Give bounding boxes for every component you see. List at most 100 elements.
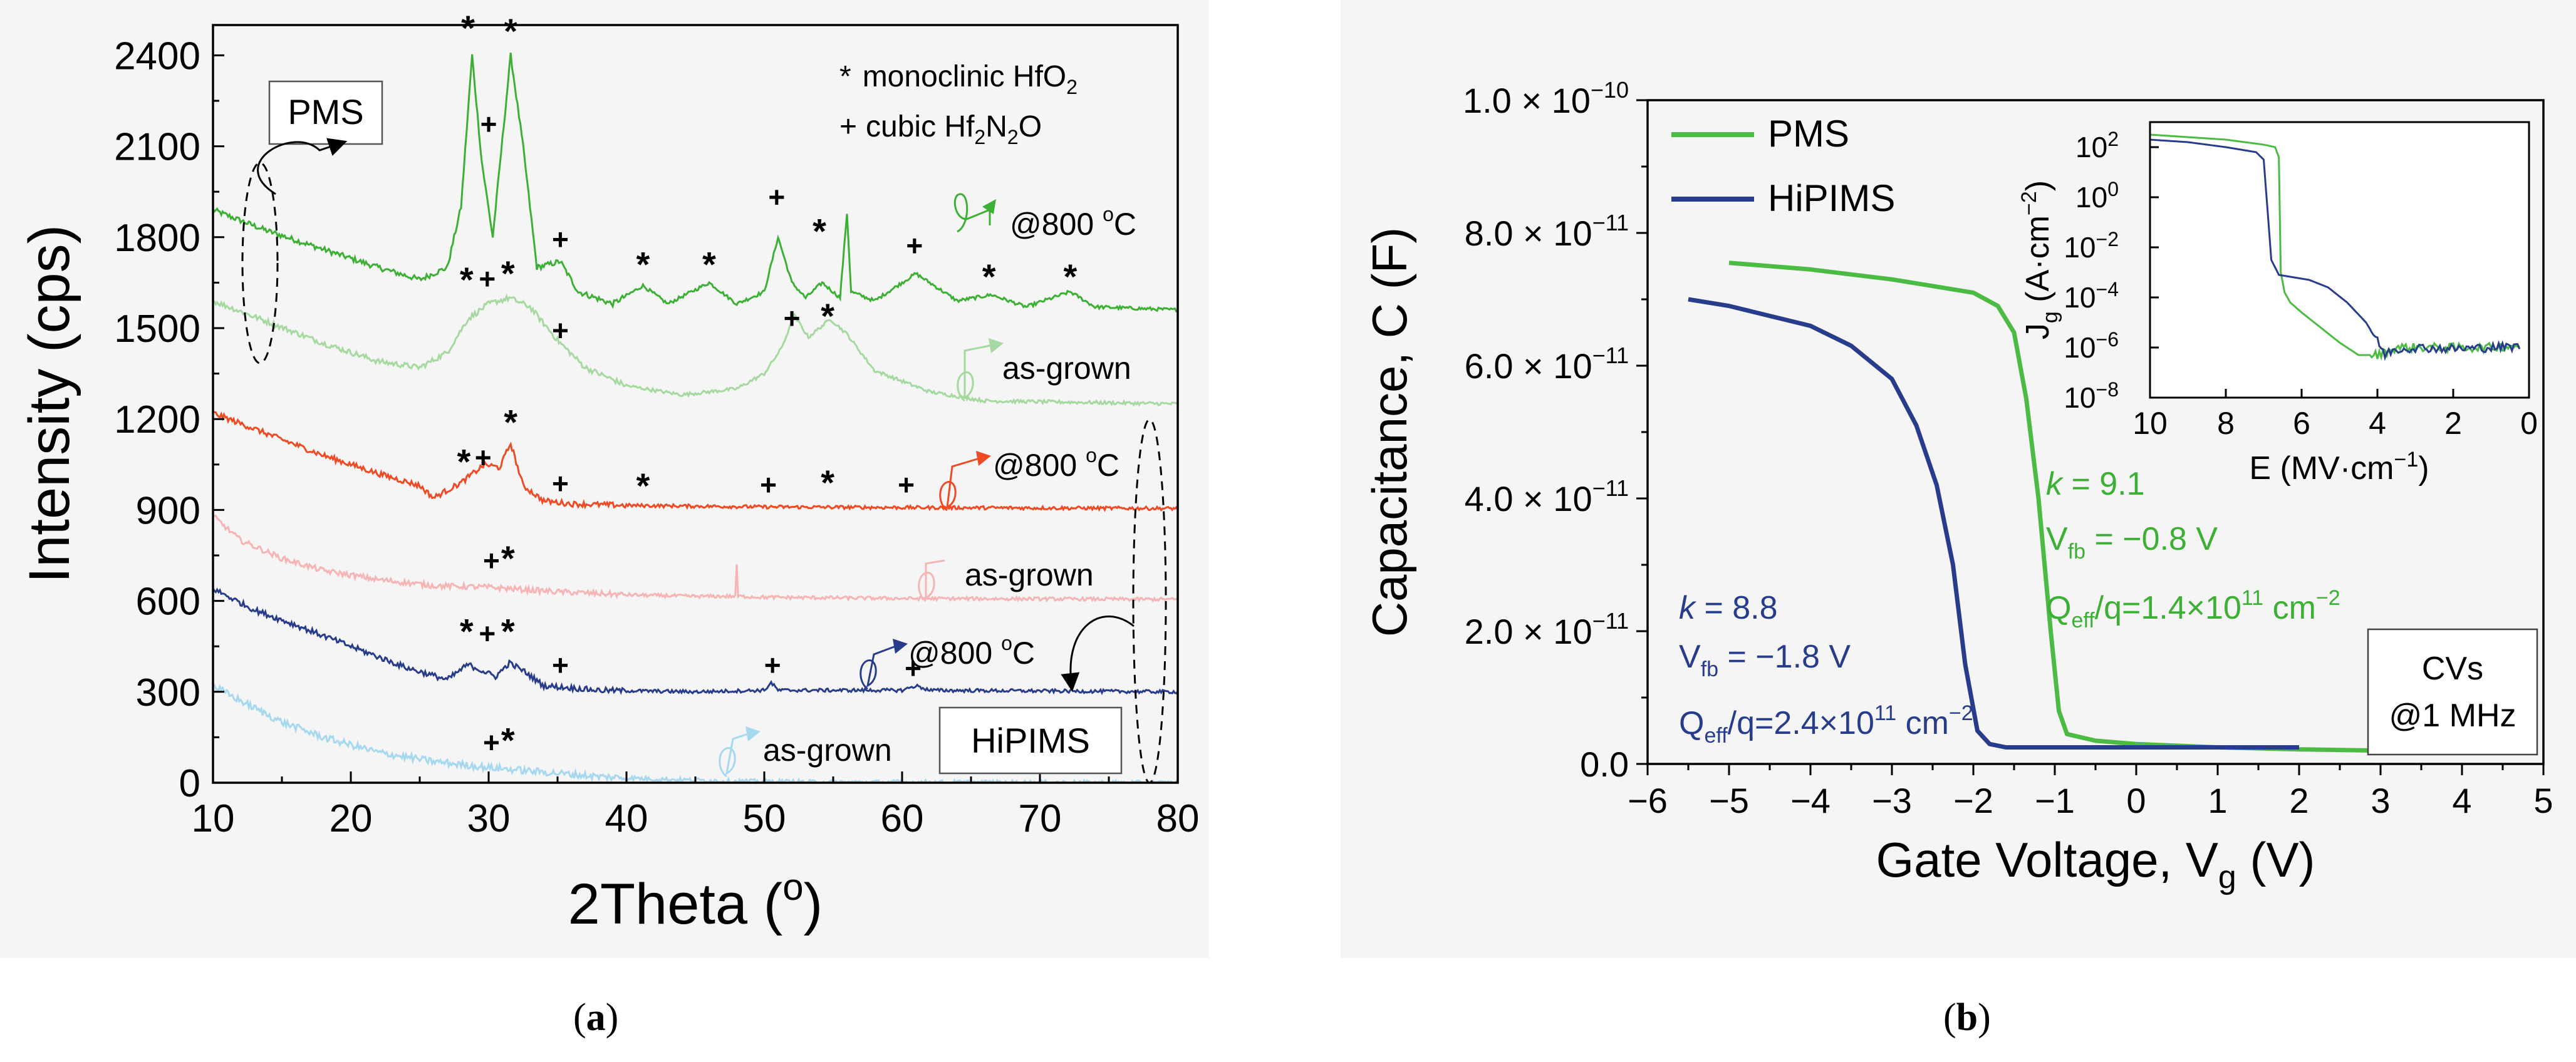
inset-ytick-label-2: 10−2	[2064, 228, 2119, 264]
inset-xtick-label-1: 8	[2217, 406, 2235, 441]
panel-b-y-axis-label: Capacitance, C (F)	[1362, 227, 1417, 637]
peak-mark-26: *	[501, 539, 515, 578]
b-xtick-label-7: 1	[2208, 781, 2227, 820]
panel-a-y-axis-label: Intensity (cps)	[18, 225, 81, 584]
panel-b-legend: PMS HiPIMS	[1671, 113, 1895, 219]
svg-text:k = 9.1: k = 9.1	[2046, 466, 2145, 502]
panel-b-x-axis-label: Gate Voltage, Vg (V)	[1876, 832, 2315, 895]
inset-ytick-label-0: 102	[2075, 128, 2119, 163]
peak-mark-18: +	[475, 441, 492, 474]
b-ytick-label-2: 4.0 × 10−11	[1465, 475, 1629, 518]
peak-mark-3: +	[552, 223, 569, 255]
hipims-dashed-ellipse	[1132, 418, 1167, 784]
b-xtick-label-2: −4	[1790, 781, 1831, 820]
peak-mark-21: *	[636, 466, 650, 505]
panel-b-y-ticks: 0.0 2.0 × 10−11 4.0 × 10−11 6.0 × 10−11 8.0 …	[1463, 77, 1648, 784]
a-ytick-label-1: 300	[136, 671, 200, 714]
peak-mark-9: *	[982, 257, 996, 296]
b-xtick-label-10: 4	[2452, 781, 2471, 820]
label-pms-anneal: @800 oC	[953, 193, 1136, 242]
svg-text:as-grown: as-grown	[965, 557, 1094, 592]
b-xtick-label-11: 5	[2533, 781, 2553, 820]
a-xtick-label-4: 50	[743, 797, 786, 840]
xrd-line-3	[213, 515, 1178, 603]
legend-cubic: + cubic Hf2N2O	[839, 110, 1042, 148]
b-xtick-label-8: 2	[2289, 781, 2309, 820]
a-ytick-label-7: 2100	[114, 126, 200, 169]
peak-mark-33: +	[483, 726, 500, 759]
a-xtick-label-6: 70	[1019, 797, 1062, 840]
panel-a-peak-marks: *+*+* *+* +* ** + *+ + ** +*+ * + * ++ ** + *+ + ++ *	[457, 8, 1078, 760]
a-xtick-label-2: 30	[467, 797, 511, 840]
hipims-group-label: HiPIMS	[971, 721, 1090, 760]
peak-mark-23: *	[821, 463, 834, 502]
inset-x-ticks: 10 8 6 4 2 0	[2132, 389, 2538, 441]
legend-hipims: HiPIMS	[1768, 177, 1895, 219]
inset-ytick-label-4: 10−6	[2064, 328, 2119, 364]
peak-mark-5: *	[702, 245, 716, 284]
svg-text:as-grown: as-grown	[1002, 351, 1131, 386]
hipims-arrow	[1061, 616, 1135, 692]
a-xtick-label-3: 40	[605, 797, 648, 840]
peak-mark-4: *	[636, 245, 650, 284]
panel-a-y-ticks: 0 300 600 900 1200 1500 1800 2100 2400	[114, 34, 224, 805]
b-xtick-label-4: −2	[1953, 781, 1993, 820]
peak-mark-25: +	[483, 544, 500, 577]
xrd-line-2	[212, 410, 1179, 512]
peak-mark-27: *	[460, 611, 474, 651]
inset-line-hipims	[2149, 138, 2521, 361]
peak-mark-10: *	[1064, 257, 1078, 296]
a-ytick-label-4: 1200	[114, 398, 200, 441]
panel-a-background	[0, 0, 1209, 958]
b-ytick-label-1: 2.0 × 10−11	[1465, 608, 1629, 651]
caption-a: (a)	[573, 996, 619, 1039]
pms-arrow	[257, 138, 348, 195]
peak-mark-19: *	[504, 402, 517, 441]
b-ytick-label-5: 1.0 × 10−10	[1463, 77, 1629, 120]
peak-mark-14: +	[552, 314, 569, 346]
a-xtick-label-7: 80	[1156, 797, 1200, 840]
peak-mark-29: *	[501, 611, 515, 651]
pms-group-label: PMS	[288, 92, 363, 131]
svg-text:Qeff/q=1.4×1011 cm−2: Qeff/q=1.4×1011 cm−2	[2046, 586, 2340, 632]
pms-parameters: k = 9.1 Vfb = −0.8 V Qeff/q=1.4×1011 cm−…	[2046, 466, 2340, 632]
xrd-series-0	[212, 53, 1178, 313]
svg-text:@800 oC: @800 oC	[993, 444, 1119, 483]
b-ytick-label-3: 6.0 × 10−11	[1465, 343, 1629, 386]
hipims-parameters: k = 8.8 Vfb = −1.8 V Qeff/q=2.4×1011 cm−…	[1679, 590, 1973, 748]
label-hipims-red: @800 oC	[939, 444, 1119, 512]
panel-a-x-ticks: 10 20 30 40 50 60 70 80	[192, 771, 1200, 840]
peak-mark-17: *	[457, 441, 471, 481]
xrd-series-1	[212, 293, 1179, 407]
b-xtick-label-6: 0	[2126, 781, 2146, 820]
panel-a-x-axis-label: 2Theta (o)	[568, 866, 823, 936]
inset-xtick-label-3: 4	[2369, 406, 2386, 441]
inset-series-layer	[2149, 133, 2521, 361]
a-ytick-label-6: 1800	[114, 217, 200, 260]
b-xtick-label-5: −1	[2035, 781, 2075, 820]
peak-mark-22: +	[760, 468, 777, 501]
pms-dashed-ellipse	[241, 162, 279, 364]
a-ytick-label-8: 2400	[114, 34, 200, 78]
svg-text:Vfb = −1.8 V: Vfb = −1.8 V	[1679, 639, 1851, 681]
xrd-series-3	[213, 515, 1178, 603]
cv-conditions-box	[2367, 628, 2538, 756]
peak-mark-2: *	[504, 11, 517, 51]
pms-group-box	[268, 80, 383, 145]
peak-mark-20: +	[552, 467, 569, 500]
a-ytick-label-3: 900	[136, 489, 200, 532]
inset-frame	[2149, 121, 2530, 399]
a-xtick-label-1: 20	[330, 797, 373, 840]
xrd-series-2	[212, 410, 1179, 512]
peak-mark-31: +	[764, 649, 781, 681]
peak-mark-12: +	[479, 262, 496, 295]
label-hipims-pink: as-grown	[918, 557, 1094, 602]
b-ytick-label-0: 0.0	[1580, 745, 1629, 784]
inset-xtick-label-2: 6	[2293, 406, 2310, 441]
a-xtick-label-0: 10	[192, 797, 235, 840]
svg-text:Qeff/q=2.4×1011 cm−2: Qeff/q=2.4×1011 cm−2	[1679, 701, 1973, 748]
peak-mark-11: *	[460, 260, 474, 299]
cv-box-line2: @1 MHz	[2389, 698, 2516, 734]
a-ytick-label-2: 600	[136, 580, 200, 624]
svg-text:Vfb = −0.8 V: Vfb = −0.8 V	[2046, 521, 2218, 564]
